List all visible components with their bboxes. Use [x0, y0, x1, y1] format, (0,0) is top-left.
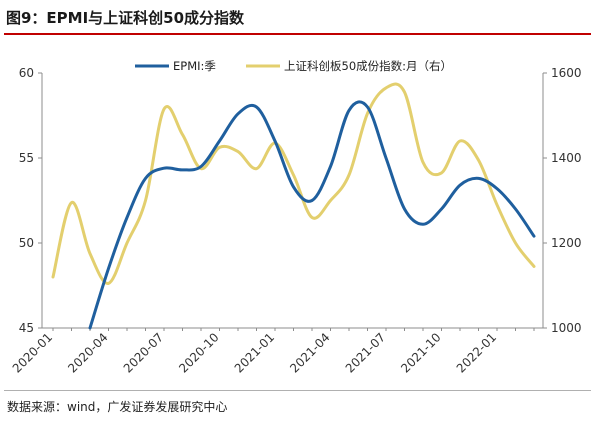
- source-note: 数据来源：wind，广发证券发展研究中心: [7, 400, 228, 414]
- left-tick-label: 45: [19, 321, 34, 335]
- x-tick-label: 2021-07: [343, 330, 388, 375]
- epmi-line: [88, 100, 536, 330]
- x-tick-label: 2020-01: [10, 330, 55, 375]
- x-tick-label: 2021-01: [232, 330, 277, 375]
- right-tick-label: 1400: [551, 151, 582, 165]
- legend-kc50-label: 上证科创板50成份指数:月（右）: [284, 59, 452, 73]
- right-tick-label: 1600: [551, 66, 582, 80]
- left-tick-label: 50: [19, 236, 34, 250]
- chart-title: 图9：EPMI与上证科创50成分指数: [6, 9, 245, 27]
- legend-epmi-label: EPMI:季: [173, 59, 216, 73]
- right-tick-label: 1000: [551, 321, 582, 335]
- kc50-index-line: [51, 82, 536, 285]
- title-divider: [4, 33, 591, 35]
- x-tick-label: 2020-07: [121, 330, 166, 375]
- x-tick-label: 2021-04: [287, 330, 332, 375]
- left-tick-label: 60: [19, 66, 34, 80]
- right-tick-label: 1200: [551, 236, 582, 250]
- series-lines: [51, 82, 536, 330]
- legend: EPMI:季 上证科创板50成份指数:月（右）: [135, 59, 452, 73]
- left-tick-label: 55: [19, 151, 34, 165]
- source-divider: [4, 390, 591, 391]
- x-tick-label: 2020-10: [176, 330, 221, 375]
- x-tick-label: 2021-10: [398, 330, 443, 375]
- x-tick-label: 2022-01: [454, 330, 499, 375]
- x-tick-label: 2020-04: [65, 330, 110, 375]
